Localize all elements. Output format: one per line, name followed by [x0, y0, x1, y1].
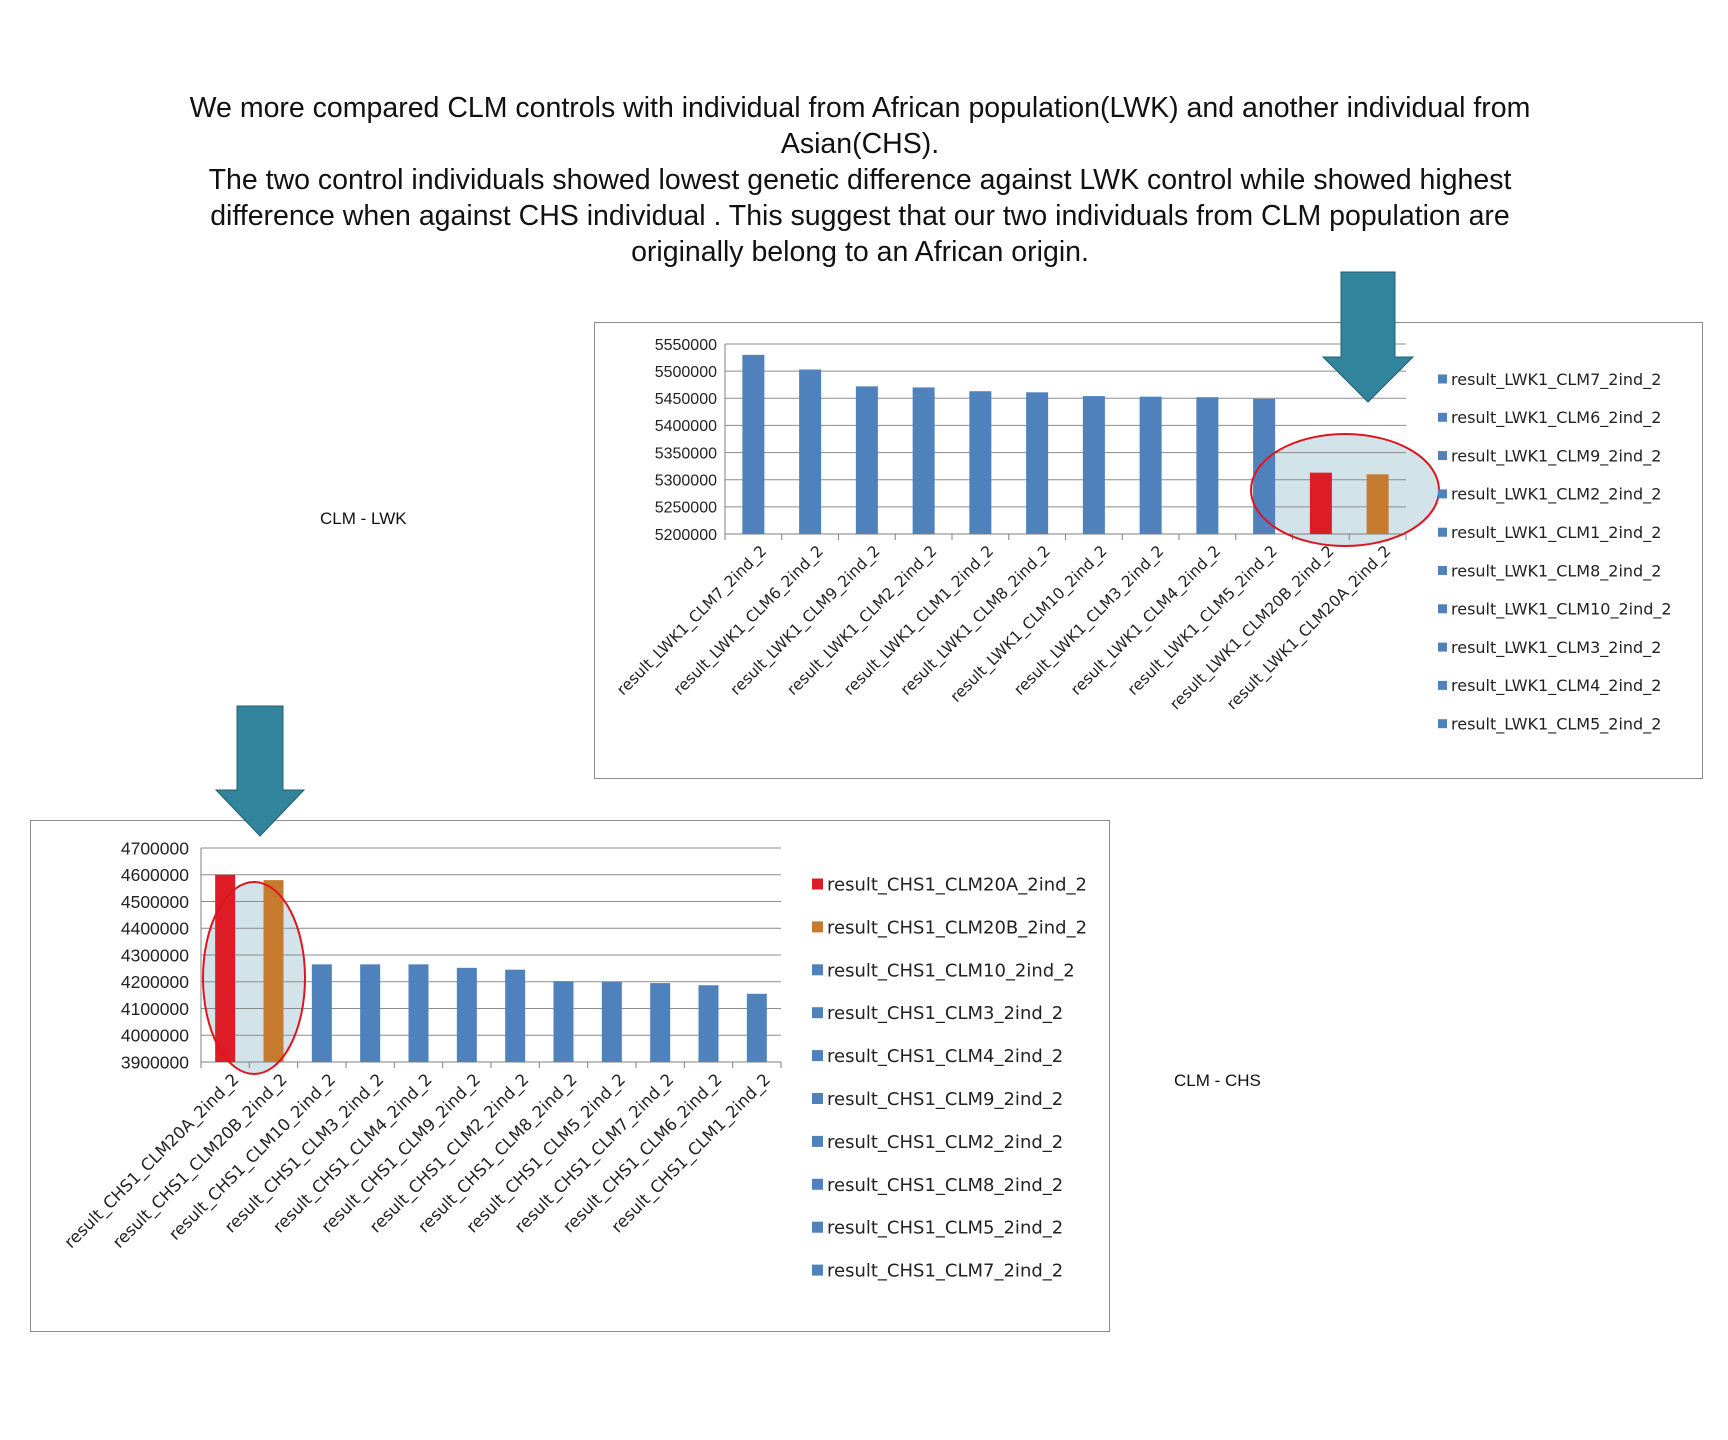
- intro-line-5: originally belong to an African origin.: [631, 236, 1089, 268]
- down-arrow-icon: [1321, 271, 1415, 403]
- bar: [311, 964, 332, 1062]
- bar: [263, 880, 284, 1062]
- legend-swatch: [1438, 451, 1447, 461]
- legend-entry: result_LWK1_CLM4_2ind_2: [1451, 676, 1661, 696]
- chart-frame-chs: [30, 820, 1110, 1332]
- bar: [1026, 392, 1049, 534]
- legend-entry: result_CHS1_CLM20B_2ind_2: [827, 917, 1087, 938]
- bar: [1253, 398, 1276, 534]
- bar: [360, 964, 381, 1062]
- legend-swatch: [812, 1264, 823, 1276]
- y-tick-label: 4000000: [121, 1026, 189, 1046]
- legend-swatch: [812, 921, 823, 933]
- legend-swatch: [1438, 642, 1447, 652]
- bar: [746, 993, 767, 1062]
- bar: [1139, 396, 1162, 534]
- legend-entry: result_LWK1_CLM10_2ind_2: [1451, 600, 1672, 620]
- y-tick-label: 5250000: [655, 500, 717, 517]
- legend-swatch: [1438, 566, 1447, 575]
- y-tick-label: 5400000: [655, 418, 717, 435]
- legend-entry: result_LWK1_CLM1_2ind_2: [1451, 523, 1661, 543]
- y-tick-label: 5450000: [655, 391, 717, 408]
- y-tick-label: 3900000: [121, 1052, 189, 1072]
- legend-swatch: [1438, 489, 1447, 499]
- legend-swatch: [1438, 412, 1447, 422]
- y-tick-label: 5300000: [655, 472, 717, 489]
- intro-line-4: difference when against CHS individual .…: [210, 200, 1510, 232]
- legend-entry: result_LWK1_CLM3_2ind_2: [1451, 638, 1661, 658]
- legend-swatch: [1438, 604, 1447, 614]
- y-tick-label: 5500000: [655, 364, 717, 381]
- intro-text: We more compared CLM controls with indiv…: [130, 90, 1590, 270]
- bar: [912, 387, 935, 534]
- legend-entry: result_CHS1_CLM20A_2ind_2: [827, 874, 1087, 895]
- legend-swatch: [812, 1221, 823, 1233]
- legend-swatch: [812, 964, 823, 976]
- legend-swatch: [1438, 719, 1447, 729]
- highlight-ellipse-outline: [202, 881, 306, 1075]
- legend-entry: result_LWK1_CLM9_2ind_2: [1451, 446, 1661, 466]
- legend-swatch: [812, 1050, 823, 1062]
- intro-line-1: We more compared CLM controls with indiv…: [189, 92, 1531, 124]
- legend-swatch: [812, 1178, 823, 1190]
- chart-lwk: 5200000 5250000 5300000 5350000 5400000 54500…: [613, 271, 1672, 734]
- bar: [1196, 397, 1219, 534]
- chart-label-clm-chs: CLM - CHS: [1174, 1071, 1261, 1090]
- y-tick-label: 4500000: [121, 892, 189, 912]
- highlight-ellipse-fill: [1251, 434, 1439, 546]
- legend-entry: result_CHS1_CLM9_2ind_2: [827, 1089, 1063, 1110]
- y-tick-label: 5350000: [655, 445, 717, 462]
- legend-swatch: [812, 878, 823, 890]
- legend-swatch: [812, 1135, 823, 1147]
- x-category-label: result_CHS1_CLM20A_2ind_2: [61, 1070, 244, 1253]
- bar: [1309, 472, 1332, 534]
- legend-swatch: [812, 1007, 823, 1019]
- bar: [1366, 474, 1389, 534]
- intro-line-2: Asian(CHS).: [780, 128, 940, 160]
- y-tick-label: 4600000: [121, 865, 189, 885]
- bar: [408, 964, 429, 1062]
- legend-entry: result_CHS1_CLM5_2ind_2: [827, 1218, 1063, 1239]
- legend-entry: result_LWK1_CLM8_2ind_2: [1451, 561, 1661, 581]
- legend-entry: result_LWK1_CLM5_2ind_2: [1451, 714, 1661, 734]
- bar: [650, 983, 671, 1062]
- legend-entry: result_LWK1_CLM2_2ind_2: [1451, 485, 1661, 505]
- bar: [553, 981, 574, 1062]
- y-tick-label: 5550000: [655, 337, 717, 354]
- legend-swatch: [812, 1093, 823, 1104]
- legend-entry: result_CHS1_CLM4_2ind_2: [827, 1046, 1063, 1067]
- legend-swatch: [1438, 527, 1447, 537]
- legend-entry: result_CHS1_CLM8_2ind_2: [827, 1175, 1063, 1196]
- legend-swatch: [1438, 374, 1447, 384]
- down-arrow-icon: [214, 705, 306, 837]
- legend-entry: result_CHS1_CLM10_2ind_2: [827, 960, 1075, 981]
- legend-swatch: [1438, 680, 1447, 690]
- bar: [1082, 396, 1105, 534]
- y-tick-label: 4400000: [121, 919, 189, 939]
- legend-entry: result_CHS1_CLM7_2ind_2: [827, 1261, 1063, 1282]
- legend-entry: result_CHS1_CLM3_2ind_2: [827, 1003, 1063, 1024]
- y-tick-label: 4700000: [121, 838, 189, 858]
- legend-entry: result_LWK1_CLM7_2ind_2: [1451, 370, 1661, 390]
- chart-label-clm-lwk: CLM - LWK: [320, 509, 407, 528]
- bar: [855, 386, 878, 534]
- intro-line-3: The two control individuals showed lowes…: [208, 164, 1512, 196]
- bar: [799, 369, 822, 534]
- y-tick-label: 4200000: [121, 972, 189, 992]
- bar: [742, 354, 765, 534]
- bar: [215, 874, 236, 1062]
- y-tick-label: 4300000: [121, 945, 189, 965]
- legend-entry: result_LWK1_CLM6_2ind_2: [1451, 408, 1661, 428]
- bar: [505, 969, 526, 1062]
- bar: [601, 981, 622, 1062]
- x-category-label: result_CHS1_CLM20B_2ind_2: [109, 1070, 292, 1253]
- bar: [456, 967, 477, 1062]
- y-tick-label: 5200000: [655, 527, 717, 544]
- legend-entry: result_CHS1_CLM2_2ind_2: [827, 1132, 1063, 1153]
- y-tick-label: 4100000: [121, 999, 189, 1019]
- bar: [698, 985, 719, 1062]
- chart-chs: 3900000 4000000 4100000 4200000 4300000 44000…: [61, 705, 1087, 1282]
- bar: [969, 391, 992, 534]
